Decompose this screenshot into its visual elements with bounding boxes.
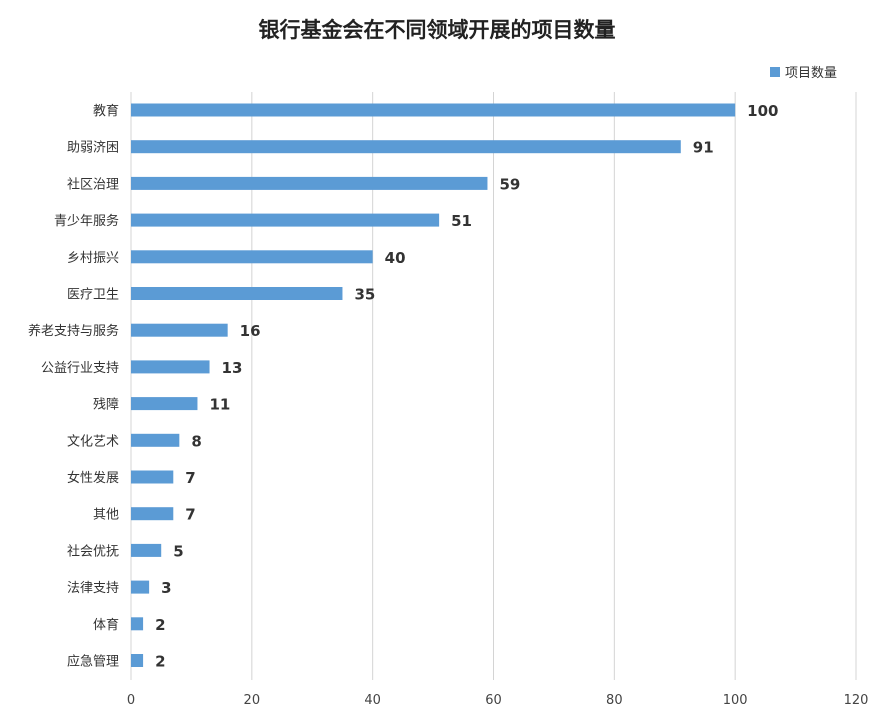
category-labels: 教育助弱济困社区治理青少年服务乡村振兴医疗卫生养老支持与服务公益行业支持残障文化… [28, 103, 119, 670]
bar [131, 507, 174, 521]
data-label: 40 [385, 249, 406, 267]
bar [131, 140, 681, 154]
data-label: 16 [240, 322, 261, 340]
category-label: 乡村振兴 [67, 251, 119, 266]
data-label: 8 [191, 432, 201, 450]
legend: 项目数量 [770, 66, 837, 81]
x-tick-label: 120 [844, 693, 869, 708]
bar [131, 287, 343, 300]
category-label: 社区治理 [67, 176, 119, 192]
data-label: 5 [173, 542, 183, 560]
bar [131, 213, 440, 227]
data-label: 11 [209, 396, 230, 414]
category-label: 其他 [93, 508, 119, 523]
category-label: 青少年服务 [54, 213, 119, 229]
bar [131, 250, 373, 264]
data-label: 7 [185, 469, 195, 487]
x-tick-label: 20 [244, 693, 261, 708]
data-label: 51 [451, 212, 472, 230]
data-label: 13 [222, 359, 243, 377]
data-label: 7 [185, 506, 195, 524]
category-label: 养老支持与服务 [28, 323, 119, 339]
data-label: 91 [693, 139, 714, 157]
category-label: 女性发展 [67, 470, 119, 486]
x-axis-ticks: 0 20 40 60 80 100 120 [127, 693, 869, 708]
category-label: 文化艺术 [67, 434, 119, 449]
data-label: 3 [161, 579, 171, 597]
bar [131, 360, 210, 374]
category-label: 教育 [93, 103, 119, 119]
category-label: 法律支持 [67, 581, 119, 596]
bar [131, 323, 228, 337]
category-label: 体育 [93, 617, 119, 633]
bar [131, 103, 736, 117]
bar [131, 654, 144, 667]
legend-swatch [770, 67, 780, 77]
bar [131, 617, 144, 631]
bars [131, 103, 736, 667]
category-label: 应急管理 [67, 654, 119, 670]
grid-lines [130, 92, 857, 680]
x-tick-label: 40 [364, 693, 381, 708]
bar [131, 176, 488, 190]
data-label: 2 [155, 653, 165, 671]
x-tick-label: 60 [485, 693, 502, 708]
category-label: 残障 [93, 398, 119, 413]
category-label: 公益行业支持 [41, 361, 119, 376]
data-label: 35 [354, 286, 375, 304]
x-tick-label: 100 [723, 693, 748, 708]
data-label: 59 [499, 175, 520, 193]
bar [131, 397, 198, 411]
data-label: 2 [155, 616, 165, 634]
legend-label: 项目数量 [785, 66, 837, 81]
x-tick-label: 0 [127, 693, 135, 708]
category-label: 医疗卫生 [67, 288, 119, 303]
category-label: 社会优抚 [67, 543, 119, 559]
x-tick-label: 80 [606, 693, 623, 708]
bar [131, 543, 162, 557]
bar [131, 433, 180, 447]
data-label: 100 [747, 102, 778, 120]
bar [131, 470, 174, 484]
chart-title: 银行基金会在不同领域开展的项目数量 [259, 18, 616, 42]
bar [131, 580, 150, 594]
category-label: 助弱济困 [67, 141, 119, 156]
